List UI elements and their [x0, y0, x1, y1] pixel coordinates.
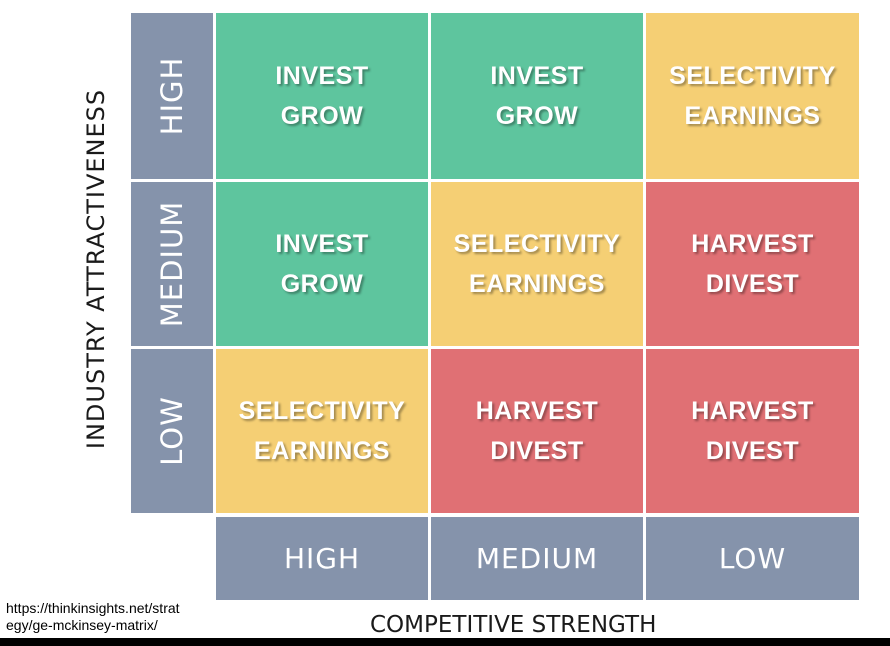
- column-header-low: LOW: [646, 517, 859, 600]
- matrix-cell-low-high: SELECTIVITY EARNINGS: [216, 349, 428, 513]
- x-axis-label: COMPETITIVE STRENGTH: [370, 612, 657, 638]
- matrix-cell-low-medium: HARVEST DIVEST: [431, 349, 643, 513]
- cell-strategy-line2: GROW: [495, 102, 579, 130]
- row-header-label: MEDIUM: [155, 200, 189, 328]
- column-header-medium: MEDIUM: [431, 517, 643, 600]
- cell-strategy-line2: DIVEST: [705, 270, 800, 298]
- cell-strategy-line1: HARVEST: [691, 397, 814, 425]
- cell-strategy-line2: EARNINGS: [469, 270, 605, 298]
- cell-strategy-line1: SELECTIVITY: [238, 397, 406, 425]
- column-header-label: MEDIUM: [475, 542, 599, 575]
- y-axis-label: INDUSTRY ATTRACTIVENESS: [82, 88, 110, 450]
- row-header-high: HIGH: [131, 13, 213, 179]
- cell-strategy-line2: DIVEST: [705, 437, 800, 465]
- matrix-cell-medium-low: HARVEST DIVEST: [646, 182, 859, 346]
- matrix-cell-high-medium: INVEST GROW: [431, 13, 643, 179]
- matrix-cell-high-high: INVEST GROW: [216, 13, 428, 179]
- matrix-cell-medium-medium: SELECTIVITY EARNINGS: [431, 182, 643, 346]
- cell-strategy-line2: DIVEST: [490, 437, 584, 465]
- cell-strategy-line1: HARVEST: [475, 397, 599, 425]
- cell-strategy-line1: SELECTIVITY: [453, 230, 621, 258]
- row-header-label: HIGH: [155, 56, 189, 136]
- row-header-low: LOW: [131, 349, 213, 513]
- column-header-label: HIGH: [283, 542, 361, 575]
- matrix-cell-high-low: SELECTIVITY EARNINGS: [646, 13, 859, 179]
- cell-strategy-line2: EARNINGS: [254, 437, 390, 465]
- matrix-cell-medium-high: INVEST GROW: [216, 182, 428, 346]
- cell-strategy-line1: INVEST: [275, 230, 369, 258]
- cell-strategy-line2: GROW: [280, 102, 364, 130]
- row-header-label: LOW: [155, 396, 189, 466]
- matrix-cell-low-low: HARVEST DIVEST: [646, 349, 859, 513]
- cell-strategy-line1: SELECTIVITY: [669, 62, 836, 90]
- cell-strategy-line1: HARVEST: [691, 230, 814, 258]
- row-header-medium: MEDIUM: [131, 182, 213, 346]
- column-header-high: HIGH: [216, 517, 428, 600]
- cell-strategy-line1: INVEST: [275, 62, 369, 90]
- cell-strategy-line1: INVEST: [490, 62, 584, 90]
- bottom-border: [0, 638, 890, 646]
- source-url: https://thinkinsights.net/strat egy/ge-m…: [6, 600, 180, 633]
- column-header-label: LOW: [718, 542, 787, 575]
- cell-strategy-line2: GROW: [280, 270, 364, 298]
- cell-strategy-line2: EARNINGS: [684, 102, 821, 130]
